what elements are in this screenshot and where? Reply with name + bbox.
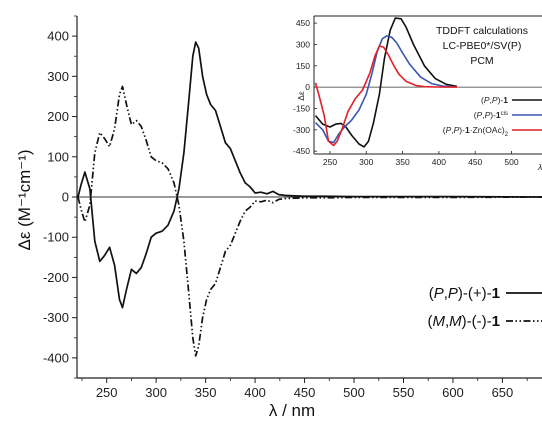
inset-y-tick-label: -300 — [293, 125, 310, 135]
x-tick-label: 650 — [492, 385, 514, 400]
y-tick-label: 400 — [47, 29, 69, 44]
y-tick-label: 200 — [47, 109, 69, 124]
inset-series — [314, 17, 458, 148]
main-y-axis-label: Δε (M⁻¹cm⁻¹) — [15, 149, 34, 250]
inset-x-tick-label: 500 — [504, 157, 518, 167]
x-tick-label: 350 — [195, 385, 217, 400]
inset-y-tick-label: -150 — [293, 103, 310, 113]
inset-y-tick-label: 0 — [305, 82, 310, 92]
inset-series-line-2 — [314, 45, 457, 147]
x-tick-label: 550 — [393, 385, 415, 400]
main-plot: 250 300 350 400 450 500 550 600 650 -400 -300 -200 -… — [15, 15, 542, 420]
y-tick-label: -200 — [43, 270, 69, 285]
inset-x-tick-label: 400 — [432, 157, 446, 167]
inset-annotation: TDDFT calculations LC-PBE0*/SV(P) PCM — [436, 25, 528, 67]
x-tick-label: 400 — [244, 385, 266, 400]
legend-label: (P,P)-(+)-1 — [429, 285, 500, 302]
y-tick-label: 300 — [47, 69, 69, 84]
inset-y-tick-label: 150 — [296, 61, 310, 71]
inset-background — [312, 14, 542, 168]
inset-axes — [313, 15, 542, 155]
main-series — [77, 41, 542, 357]
inset-x-tick-label: 350 — [395, 157, 409, 167]
inset-y-tick-label: 450 — [296, 18, 310, 28]
inset-y-axis-label: Δε — [296, 91, 306, 101]
y-tick-label: -400 — [43, 350, 69, 365]
x-tick-label: 600 — [442, 385, 464, 400]
y-tick-label: 100 — [47, 149, 69, 164]
main-x-axis-label: λ / nm — [269, 401, 315, 420]
y-tick-label: -300 — [43, 310, 69, 325]
inset-plot: -450 -300 -150 0 150 300 450 250 300 350 400 450 500… — [293, 14, 542, 172]
y-tick-label: -100 — [43, 230, 69, 245]
legend-label: (M,M)-(-)-1 — [427, 313, 500, 330]
inset-annotation-line: PCM — [470, 55, 493, 67]
main-y-axis-label-text: Δε (M⁻¹cm⁻¹) — [15, 149, 34, 250]
inset-x-tick-label: 450 — [468, 157, 482, 167]
inset-legend-label: (P,P)-1·Zn(OAc)2 — [443, 125, 509, 138]
inset-y-tick-label: 300 — [296, 39, 310, 49]
x-tick-label: 250 — [96, 385, 118, 400]
inset-x-tick-label: 250 — [323, 157, 337, 167]
inset-x-axis-label: λ — [537, 162, 542, 172]
inset-x-tick-label: 300 — [359, 157, 373, 167]
inset-annotation-line: LC-PBE0*/SV(P) — [443, 40, 522, 52]
x-tick-label: 500 — [343, 385, 365, 400]
inset-legend-label: (P,P)-1cis — [474, 110, 508, 120]
inset-y-tick-label: -450 — [293, 146, 310, 156]
inset-legend-label: (P,P)-1 — [481, 95, 508, 105]
inset-annotation-line: TDDFT calculations — [436, 25, 528, 37]
inset-legend: (P,P)-1 (P,P)-1cis (P,P)-1·Zn(OAc)2 — [443, 95, 542, 138]
series-line-pp-plus — [77, 41, 542, 309]
x-tick-label: 450 — [294, 385, 316, 400]
inset-series-line-0 — [314, 17, 458, 148]
x-tick-label: 300 — [145, 385, 167, 400]
series-line-mm-minus — [77, 85, 542, 357]
inset-y-axis-label-text: Δε — [296, 91, 306, 101]
main-legend: (P,P)-(+)-1 (M,M)-(-)-1 — [427, 285, 542, 330]
y-tick-label: 0 — [62, 190, 69, 205]
main-ticks: 250 300 350 400 450 500 550 600 650 -400 -300 -200 -… — [43, 15, 528, 400]
inset-ticks: -450 -300 -150 0 150 300 450 250 300 350 400 450 500 — [293, 18, 519, 167]
